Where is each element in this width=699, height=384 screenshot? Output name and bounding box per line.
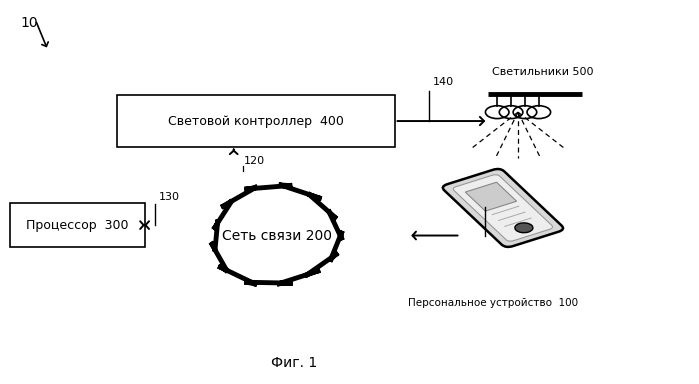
Text: Светильники 500: Светильники 500 — [491, 66, 593, 76]
Text: 10: 10 — [20, 16, 38, 30]
Text: Световой контроллер  400: Световой контроллер 400 — [168, 114, 344, 127]
FancyBboxPatch shape — [10, 204, 145, 247]
Circle shape — [515, 223, 533, 233]
FancyBboxPatch shape — [453, 175, 553, 241]
Text: 120: 120 — [244, 156, 265, 166]
Text: 130: 130 — [159, 192, 180, 202]
Text: Сеть связи 200: Сеть связи 200 — [222, 228, 332, 243]
Text: Персональное устройство  100: Персональное устройство 100 — [408, 298, 579, 308]
Text: 140: 140 — [433, 77, 454, 87]
PathPatch shape — [210, 184, 343, 285]
Text: 110: 110 — [488, 195, 509, 205]
FancyBboxPatch shape — [442, 169, 563, 247]
Text: Процессор  300: Процессор 300 — [26, 218, 129, 232]
FancyBboxPatch shape — [466, 182, 517, 211]
Text: Фиг. 1: Фиг. 1 — [271, 356, 317, 370]
FancyBboxPatch shape — [117, 96, 394, 147]
